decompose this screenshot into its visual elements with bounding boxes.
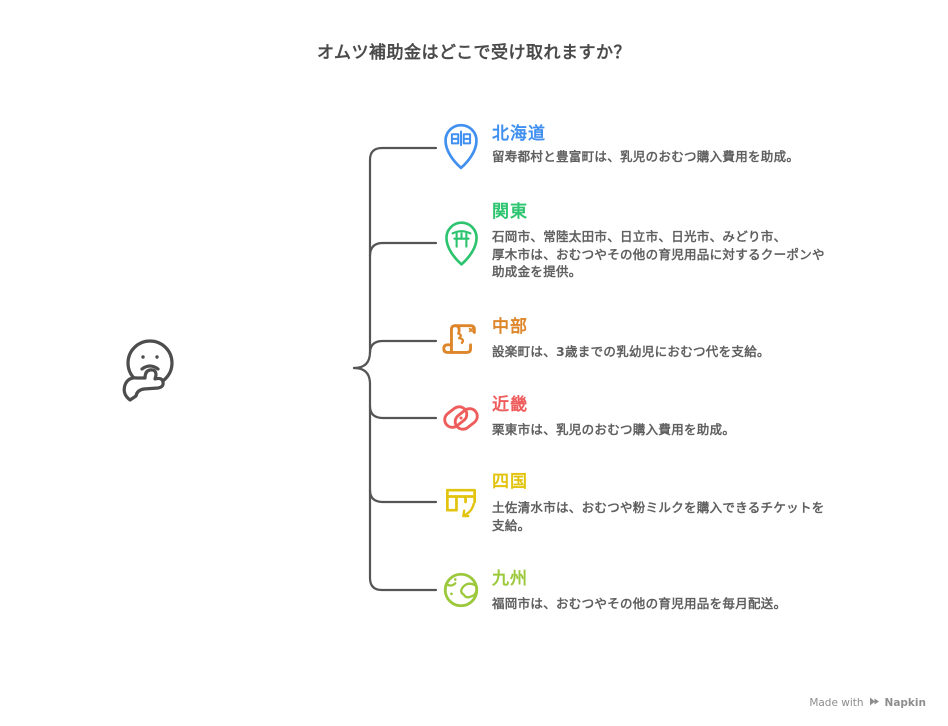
scroll-map-icon	[440, 320, 482, 362]
branch-label: 北海道	[492, 124, 546, 144]
branch-description: 土佐清水市は、おむつや粉ミルクを購入できるチケットを 支給。	[492, 500, 825, 533]
branch-description: 福岡市は、おむつやその他の育児用品を毎月配送。	[492, 596, 787, 611]
made-with-label: Made with	[809, 697, 864, 709]
thinking-face-icon	[119, 336, 179, 408]
branch-description: 石岡市、常陸太田市、日立市、日光市、みどり市、 厚木市は、おむつやその他の育児用…	[492, 229, 825, 279]
torii-map-pin-icon	[442, 219, 481, 269]
branch-label: 近畿	[492, 395, 528, 415]
napkin-attribution-link[interactable]: Made with Napkin	[809, 696, 926, 710]
branch-description: 設楽町は、3歳までの乳幼児におむつ代を支給。	[492, 344, 770, 359]
branch-label: 九州	[492, 569, 528, 589]
branch-label: 四国	[492, 472, 528, 492]
linked-rings-icon	[440, 397, 482, 439]
napkin-brand-label: Napkin	[884, 697, 926, 709]
branch-label: 中部	[492, 317, 528, 337]
napkin-logo-icon	[869, 696, 880, 710]
branch-description: 栗東市は、乳児のおむつ購入費用を助成。	[492, 422, 736, 437]
branch-description: 留寿都村と豊富町は、乳児のおむつ購入費用を助成。	[492, 149, 800, 164]
map-pin-building-icon	[441, 121, 481, 173]
globe-icon	[440, 569, 482, 611]
branch-label: 関東	[492, 202, 528, 222]
table-arrow-icon	[441, 481, 481, 523]
page-title: オムツ補助金はどこで受け取れますか？	[317, 43, 631, 63]
